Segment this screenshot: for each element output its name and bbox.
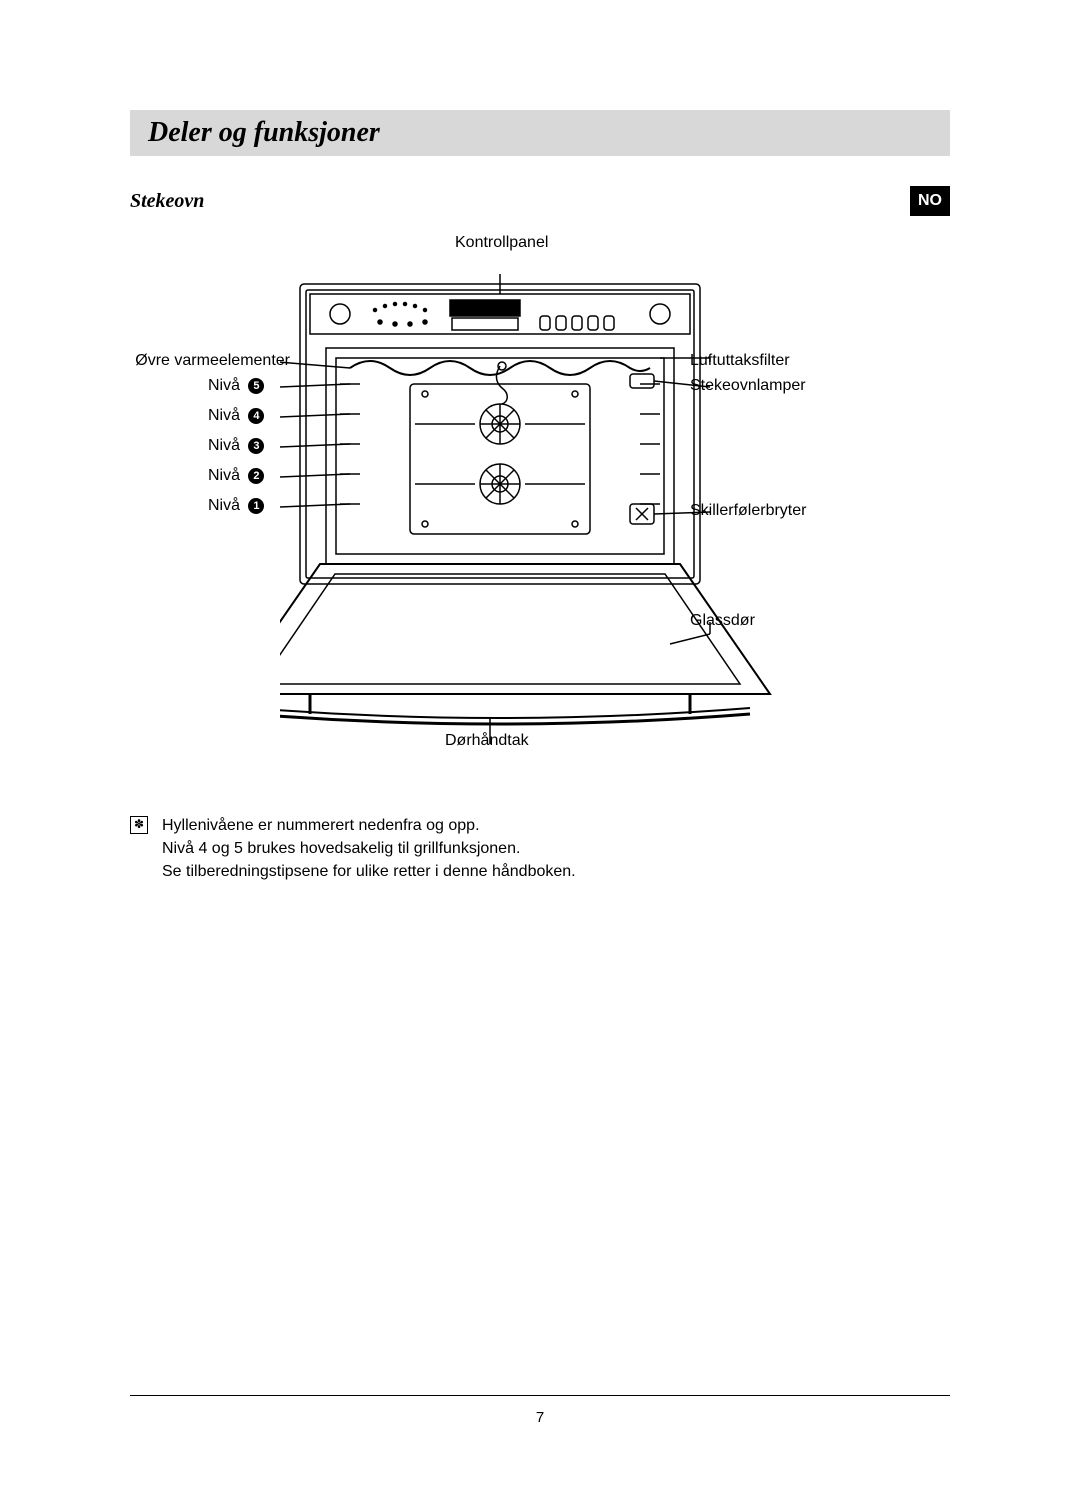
level-number-2-icon: 2 [248,468,264,484]
label-level-1: Nivå 1 [208,497,264,515]
oven-diagram: Kontrollpanel Øvre varmeelementer Nivå 5… [130,234,950,794]
oven-illustration-icon [280,274,780,764]
level-number-5-icon: 5 [248,378,264,394]
note-icon: ✽ [130,816,148,834]
label-top-heating: Øvre varmeelementer [135,352,290,370]
label-level-2: Nivå 2 [208,467,264,485]
subheading: Stekeovn [130,190,204,213]
level-prefix: Nivå [208,437,240,454]
level-prefix: Nivå [208,407,240,424]
note-line-2: Nivå 4 og 5 brukes hovedsakelig til gril… [162,837,576,860]
section-title-bar: Deler og funksjoner [130,110,950,156]
section-title: Deler og funksjoner [148,117,380,149]
level-prefix: Nivå [208,497,240,514]
level-number-3-icon: 3 [248,438,264,454]
label-level-5: Nivå 5 [208,377,264,395]
page-number: 7 [0,1409,1080,1426]
subheading-row: Stekeovn NO [130,186,950,216]
label-level-3: Nivå 3 [208,437,264,455]
footer-rule [130,1395,950,1396]
note-line-1: Hyllenivåene er nummerert nedenfra og op… [162,814,576,837]
label-control-panel: Kontrollpanel [455,234,548,252]
level-prefix: Nivå [208,377,240,394]
manual-page: Deler og funksjoner Stekeovn NO Kontroll… [0,0,1080,1486]
label-level-4: Nivå 4 [208,407,264,425]
note-text: Hyllenivåene er nummerert nedenfra og op… [162,814,576,884]
level-prefix: Nivå [208,467,240,484]
note-line-3: Se tilberedningstipsene for ulike retter… [162,860,576,883]
level-number-1-icon: 1 [248,498,264,514]
note-block: ✽ Hyllenivåene er nummerert nedenfra og … [130,814,950,884]
level-number-4-icon: 4 [248,408,264,424]
language-badge: NO [910,186,950,216]
